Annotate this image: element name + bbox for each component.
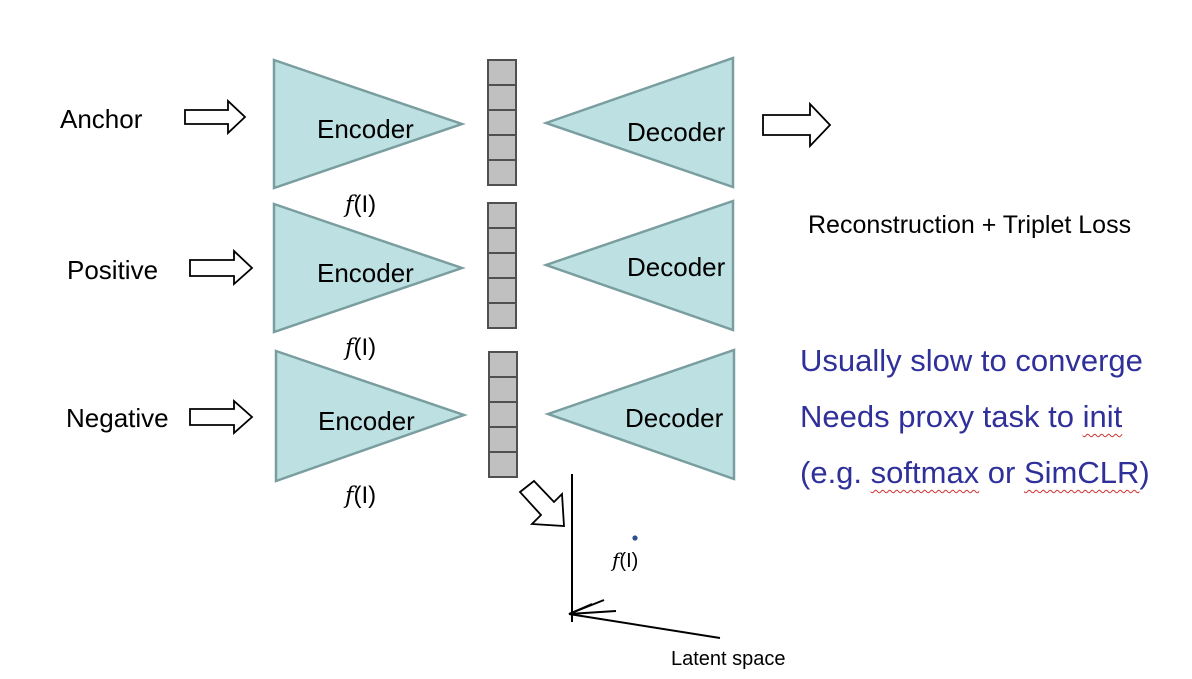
loss-label: Reconstruction + Triplet Loss <box>808 211 1132 239</box>
latent-space-label: Latent space <box>671 648 786 670</box>
latent-code-positive <box>487 202 517 329</box>
encoder-block-positive <box>272 202 466 334</box>
note-line-1: Usually slow to converge <box>800 343 1143 378</box>
input-label-positive: Positive <box>67 255 159 285</box>
decoder-block-negative <box>544 348 736 481</box>
latent-point-label: f(I) <box>612 548 639 572</box>
input-label-anchor: Anchor <box>60 104 143 134</box>
input-arrow-negative <box>189 398 254 436</box>
decoder-block-positive <box>542 199 735 332</box>
encoder-label-anchor: Encoder <box>317 114 414 144</box>
latent-code-negative <box>488 351 518 478</box>
latent-code-anchor <box>487 59 517 186</box>
latent-axes <box>568 474 721 639</box>
input-arrow-anchor <box>184 98 247 136</box>
output-arrow <box>762 101 832 149</box>
latent-arrow <box>518 479 565 527</box>
input-label-negative: Negative <box>66 403 169 433</box>
note-line-3: (e.g. softmax or SimCLR) <box>800 455 1150 490</box>
encoder-block-anchor <box>272 58 466 190</box>
decoder-label-positive: Decoder <box>627 252 726 282</box>
feature-label-negative: f(I) <box>345 482 377 509</box>
decoder-block-anchor <box>542 56 735 189</box>
encoder-label-negative: Encoder <box>318 406 415 436</box>
input-arrow-positive <box>189 248 254 287</box>
feature-label-anchor: f(I) <box>345 191 377 218</box>
note-line-2: Needs proxy task to init <box>800 399 1123 434</box>
encoder-label-positive: Encoder <box>317 258 414 288</box>
decoder-label-negative: Decoder <box>625 403 724 433</box>
encoder-block-negative <box>274 349 468 483</box>
feature-label-positive: f(I) <box>345 334 377 361</box>
decoder-label-anchor: Decoder <box>627 117 726 147</box>
latent-point <box>632 535 638 541</box>
